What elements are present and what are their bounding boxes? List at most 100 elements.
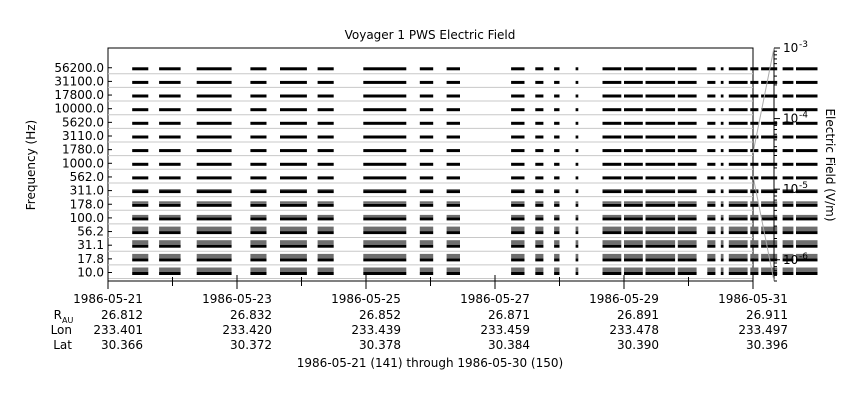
spectrum-noise (363, 253, 407, 259)
spectrum-strip (446, 135, 460, 139)
spectrum-strip (535, 149, 544, 153)
spectrum-strip (250, 272, 267, 275)
spectrum-strip (602, 217, 622, 221)
spectrum-noise (159, 267, 181, 272)
spectrum-noise (761, 201, 778, 204)
spectrum-strip (554, 67, 560, 71)
spectrum-strip (159, 135, 181, 139)
spectrum-strip (132, 258, 149, 262)
spectrum-noise (196, 253, 232, 259)
spectrum-noise (280, 226, 307, 232)
spectrum-strip (575, 203, 579, 207)
spectrum-noise (782, 189, 794, 191)
spectrum-strip (720, 258, 724, 262)
spectrum-strip (750, 149, 759, 153)
spectrum-strip (677, 94, 697, 98)
spectrum-strip (677, 67, 697, 71)
spectrum-strip (575, 121, 579, 125)
spectrum-noise (446, 201, 460, 204)
spectrum-strip (446, 108, 460, 112)
spectrum-noise (750, 226, 759, 232)
spectrum-noise (720, 214, 724, 218)
spectrum-noise (196, 201, 232, 204)
spectrum-strip (159, 272, 181, 275)
spectrum-strip (446, 94, 460, 98)
spectrum-strip (196, 108, 232, 112)
spectrum-strip (624, 258, 643, 262)
ephemeris-value: 26.852 (359, 308, 401, 322)
spectrum-noise (707, 189, 716, 191)
spectrum-strip (645, 258, 676, 262)
spectrum-strip (317, 135, 334, 139)
spectrum-noise (280, 253, 307, 259)
spectrum-strip (707, 94, 716, 98)
spectrum-strip (796, 121, 818, 125)
spectrum-strip (317, 108, 334, 112)
spectrum-noise (575, 214, 579, 218)
spectrum-noise (782, 240, 794, 245)
spectrum-strip (419, 258, 434, 262)
spectrum-strip (250, 244, 267, 248)
spectrum-strip (419, 272, 434, 275)
spectrum-strip (720, 149, 724, 153)
spectrum-strip (511, 94, 525, 98)
spectrum-noise (796, 240, 818, 245)
spectrum-noise (317, 253, 334, 259)
spectrum-strip (419, 203, 434, 207)
spectrum-noise (728, 226, 748, 232)
spectrum-strip (624, 162, 643, 166)
spectrum-strip (720, 108, 724, 112)
spectrum-strip (132, 203, 149, 207)
spectrum-strip (645, 135, 676, 139)
spectrum-noise (761, 240, 778, 245)
spectrum-strip (535, 162, 544, 166)
spectrum-strip (677, 203, 697, 207)
spectrum-strip (419, 135, 434, 139)
spectrum-noise (602, 214, 622, 218)
spectrum-strip (782, 108, 794, 112)
spectrum-strip (196, 272, 232, 275)
spectrum-noise (728, 201, 748, 204)
spectrum-strip (750, 190, 759, 194)
spectrum-strip (196, 258, 232, 262)
spectrum-strip (363, 121, 407, 125)
spectrum-noise (419, 226, 434, 232)
y-tick-label: 31100.0 (54, 74, 104, 88)
spectrum-strip (250, 176, 267, 180)
spectrum-strip (250, 162, 267, 166)
spectrum-strip (446, 121, 460, 125)
date-range-caption: 1986-05-21 (141) through 1986-05-30 (150… (297, 356, 563, 370)
spectrum-strip (624, 108, 643, 112)
spectrum-noise (363, 201, 407, 204)
spectrum-strip (624, 272, 643, 275)
spectrum-strip (196, 94, 232, 98)
spectrum-noise (419, 267, 434, 272)
spectrum-strip (728, 203, 748, 207)
y-tick-label: 10.0 (77, 266, 104, 280)
spectrum-strip (782, 121, 794, 125)
spectrum-strip (132, 121, 149, 125)
spectrum-strip (250, 149, 267, 153)
spectrum-strip (728, 272, 748, 275)
spectrum-noise (280, 214, 307, 218)
spectrum-strip (645, 67, 676, 71)
spectrum-noise (796, 253, 818, 259)
spectrum-noise (720, 226, 724, 232)
spectrum-strip (535, 135, 544, 139)
x-tick-label: 1986-05-31 (718, 292, 788, 306)
spectrum-strip (720, 162, 724, 166)
spectrum-strip (446, 217, 460, 221)
spectrum-strip (363, 108, 407, 112)
spectrum-strip (602, 162, 622, 166)
spectrum-strip (796, 231, 818, 235)
spectrum-noise (728, 267, 748, 272)
spectrum-strip (728, 135, 748, 139)
spectrum-strip (511, 80, 525, 84)
spectrum-strip (750, 244, 759, 248)
spectrum-noise (645, 240, 676, 245)
spectrum-noise (446, 240, 460, 245)
y-tick-label: 56.2 (77, 225, 104, 239)
spectrum-strip (535, 108, 544, 112)
spectrum-noise (317, 201, 334, 204)
y-axis-label: Frequency (Hz) (24, 120, 38, 211)
